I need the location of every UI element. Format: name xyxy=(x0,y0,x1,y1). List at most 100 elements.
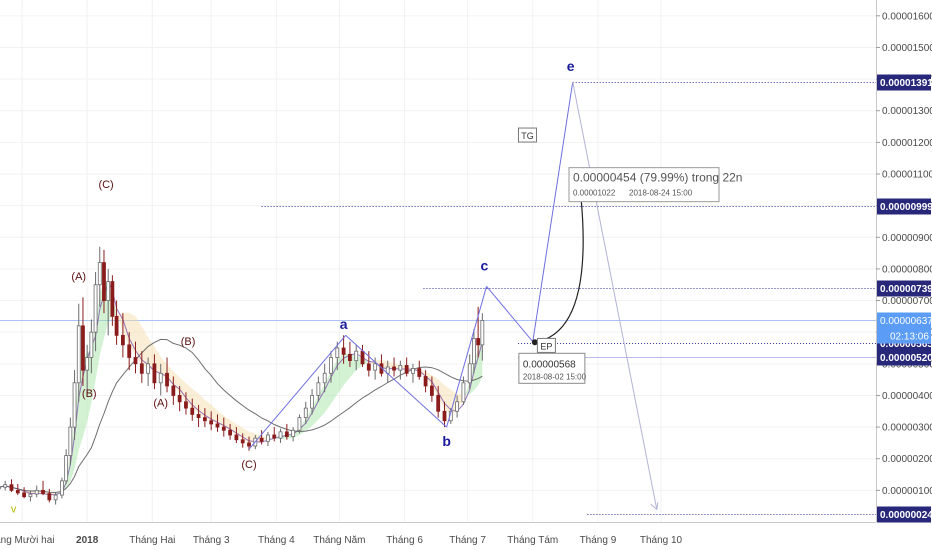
candle-body xyxy=(221,426,226,431)
price-level-badge xyxy=(877,198,931,215)
candle-body xyxy=(139,363,144,374)
current-price-label: 0.00000637 xyxy=(880,316,932,327)
candle-body xyxy=(120,334,125,346)
candle-body xyxy=(373,363,378,371)
price-level-badge-label: 0.00000565 xyxy=(880,339,932,350)
candle-body xyxy=(202,417,207,422)
candle-body xyxy=(190,407,195,415)
price-tick-label: 0.00001600 xyxy=(882,11,932,22)
candle-body xyxy=(177,395,182,403)
candle-body xyxy=(47,493,52,501)
projection-info-text: 0.00000454 (79.99%) trong 22n xyxy=(573,171,742,185)
candle-body xyxy=(22,492,27,498)
countdown-badge xyxy=(877,328,931,344)
price-tick-label: 0.00000800 xyxy=(882,264,932,275)
time-tick-label: háng Mười hai xyxy=(0,535,54,546)
ichimoku-cloud-segment xyxy=(444,385,451,415)
wave-label: (A) xyxy=(71,271,86,283)
price-level-badge-label: 0.00001391 xyxy=(880,78,932,89)
candlestick-series xyxy=(0,246,485,505)
chart-grid xyxy=(0,0,876,522)
candle-body xyxy=(284,431,289,437)
drawing-tags: TG EP xyxy=(517,127,556,353)
candle-body xyxy=(34,489,39,495)
ichimoku-cloud-segment xyxy=(211,404,218,424)
drawing-tag-box xyxy=(517,127,537,143)
price-tick-label: 0.00001100 xyxy=(882,170,932,181)
candle-body xyxy=(411,368,415,374)
candle-body xyxy=(329,357,333,374)
candle-body xyxy=(110,281,115,317)
candle-body xyxy=(215,423,220,428)
candle-body xyxy=(322,372,327,384)
price-axis[interactable]: 0.00000100 0.00000200 0.00000300 0.00000400… xyxy=(876,0,932,550)
price-level-badge-label: 0.00000520 xyxy=(880,353,932,364)
candle-body xyxy=(310,395,314,409)
candle-body xyxy=(442,410,447,422)
candle-body xyxy=(303,407,308,419)
candle-body xyxy=(429,385,434,396)
candle-body xyxy=(259,437,264,442)
countdown-label: 02:13:06 xyxy=(890,332,929,343)
price-tick-label: 0.00001200 xyxy=(882,138,932,149)
time-tick-label: Tháng 7 xyxy=(449,535,486,546)
drawing-tag-label: TG xyxy=(521,131,534,141)
projection-start-box xyxy=(518,352,586,384)
wave-label: (C) xyxy=(241,459,256,471)
candle-body xyxy=(291,429,296,437)
ichimoku-cloud-segment xyxy=(242,428,249,443)
candle-body xyxy=(3,484,8,488)
time-tick-label: Tháng 10 xyxy=(640,535,683,546)
candle-body xyxy=(114,315,119,336)
candle-body xyxy=(234,434,239,441)
candle-body xyxy=(272,434,277,439)
candle-body xyxy=(417,368,422,377)
candle-body xyxy=(106,281,111,301)
candle-body xyxy=(472,338,476,365)
candle-body xyxy=(152,363,157,384)
time-tick-label: Tháng 9 xyxy=(580,535,617,546)
candle-body xyxy=(184,401,188,409)
candle-body xyxy=(461,382,466,403)
candle-body xyxy=(41,489,45,494)
candle-body xyxy=(60,480,64,496)
price-levels xyxy=(0,82,876,515)
wave-label: a xyxy=(340,316,348,332)
candle-body xyxy=(480,320,485,346)
candle-body xyxy=(278,431,283,439)
candle-body xyxy=(72,382,77,428)
wave-label: (C) xyxy=(98,179,113,191)
wave-label: (A) xyxy=(153,398,168,410)
candle-body xyxy=(354,350,359,362)
ichimoku-cloud-segment xyxy=(192,388,199,414)
candle-body xyxy=(335,347,340,358)
candle-body xyxy=(366,363,371,371)
projection-info-date: 2018-08-24 15:00 xyxy=(629,189,693,198)
time-axis[interactable]: háng Mười hai 2018 Tháng Hai Tháng 3 Tháng 4… xyxy=(0,522,876,547)
arrow-head xyxy=(650,502,659,511)
time-tick-label: Tháng Tám xyxy=(507,535,558,546)
candle-body xyxy=(81,325,85,371)
candle-body xyxy=(68,426,73,456)
ichimoku-cloud-segment xyxy=(343,353,350,386)
candle-body xyxy=(85,357,90,371)
time-tick-label: Tháng 3 xyxy=(193,535,230,546)
price-tick-label: 0.00000100 xyxy=(882,486,932,497)
time-tick-label: Tháng Hai xyxy=(129,535,175,546)
candle-body xyxy=(455,401,460,412)
candle-body xyxy=(28,493,33,498)
candle-body xyxy=(53,494,58,501)
candle-body xyxy=(348,353,352,362)
candle-body xyxy=(297,417,302,431)
candle-body xyxy=(146,363,151,374)
price-level-badge xyxy=(877,280,931,297)
drawing-tag-box xyxy=(536,337,556,353)
candle-body xyxy=(133,357,138,365)
candle-body xyxy=(423,376,428,387)
price-tick-label: 0.00000200 xyxy=(882,454,932,465)
candle-body xyxy=(89,331,94,358)
wave-label: c xyxy=(481,257,489,273)
price-tick-label: 0.00000300 xyxy=(882,423,932,434)
projection-info-box xyxy=(568,167,720,203)
